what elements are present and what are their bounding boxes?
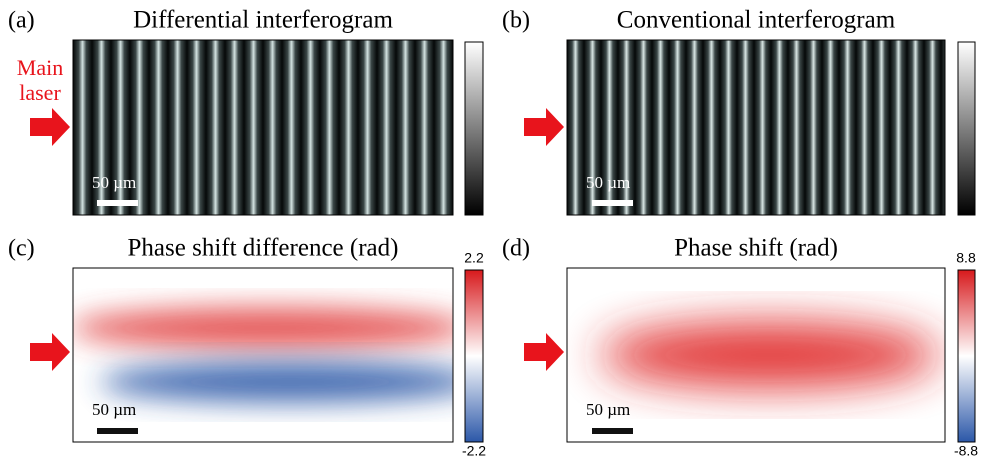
scale-bar <box>97 428 138 434</box>
panel-label: (c) <box>8 236 35 262</box>
phase-blob <box>600 323 940 387</box>
frame <box>72 39 454 216</box>
scale-bar <box>592 428 633 434</box>
colorbar <box>957 41 976 216</box>
scale-label: 50 µm <box>92 400 136 419</box>
frame <box>72 267 454 443</box>
scale-bar <box>592 200 633 206</box>
scale-label: 50 µm <box>92 173 136 192</box>
interferogram <box>73 40 453 215</box>
panel-title: Phase shift (rad) <box>674 235 838 262</box>
phase-map <box>73 268 453 442</box>
annotation: laser <box>19 80 61 105</box>
colorbar <box>464 269 484 443</box>
colorbar <box>957 269 976 443</box>
colorbar-max: 2.2 <box>464 250 484 266</box>
panel-label: (d) <box>502 236 530 262</box>
scale-bar <box>97 200 138 206</box>
panel-title: Phase shift difference (rad) <box>128 235 399 262</box>
panel-label: (a) <box>8 8 35 34</box>
phase-bands <box>73 308 453 402</box>
panel-label: (b) <box>502 8 530 34</box>
colorbar <box>464 41 484 216</box>
colorbar-max: 8.8 <box>956 250 976 266</box>
scale-label: 50 µm <box>586 400 630 419</box>
colorbar-min: -8.8 <box>954 443 978 459</box>
panel-title: Conventional interferogram <box>617 7 896 34</box>
frame <box>566 267 946 443</box>
frame <box>566 39 946 216</box>
interferogram <box>567 40 945 215</box>
scale-label: 50 µm <box>586 173 630 192</box>
annotation: Main <box>17 55 63 80</box>
panel-title: Differential interferogram <box>133 7 393 34</box>
arrows <box>30 108 564 371</box>
colorbar-min: -2.2 <box>462 443 486 459</box>
